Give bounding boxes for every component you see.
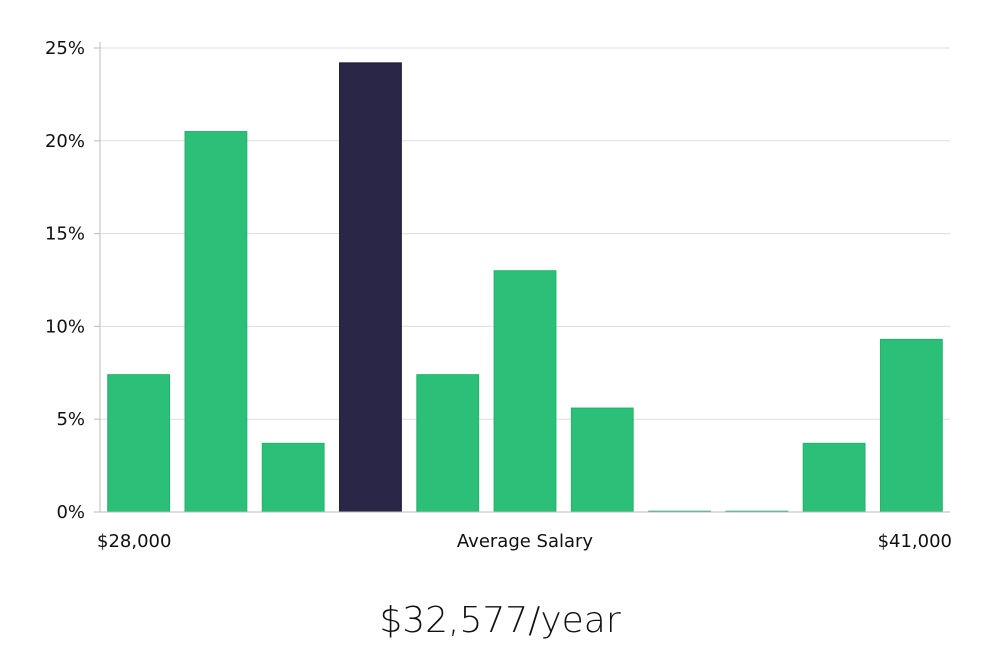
average-salary-value: $32,577/year — [379, 600, 621, 641]
bars — [107, 62, 943, 513]
bar — [802, 442, 866, 513]
bar — [493, 270, 557, 513]
bar — [261, 442, 325, 513]
y-tick-label: 15% — [45, 224, 85, 245]
y-tick-label: 25% — [45, 38, 85, 59]
x-range-max-label: $41,000 — [878, 531, 952, 552]
x-axis-labels: $28,000 Average Salary $41,000 — [97, 531, 952, 552]
bar-highlighted — [339, 62, 402, 513]
x-axis-title: Average Salary — [457, 531, 594, 552]
y-axis-ticks: 0% 5% 10% 15% 20% 25% — [45, 38, 100, 523]
bar — [184, 131, 248, 513]
axes — [99, 42, 950, 513]
bar — [879, 338, 943, 513]
y-tick-label: 5% — [56, 409, 85, 430]
y-tick-label: 10% — [45, 316, 85, 337]
y-tick-label: 20% — [45, 131, 85, 152]
bar — [570, 407, 634, 513]
y-tick-label: 0% — [56, 502, 85, 523]
x-range-min-label: $28,000 — [97, 531, 171, 552]
bar — [107, 374, 171, 513]
bar — [416, 374, 480, 513]
chart-canvas: 0% 5% 10% 15% 20% 25% $28,000 Average Salary $4… — [45, 38, 952, 552]
